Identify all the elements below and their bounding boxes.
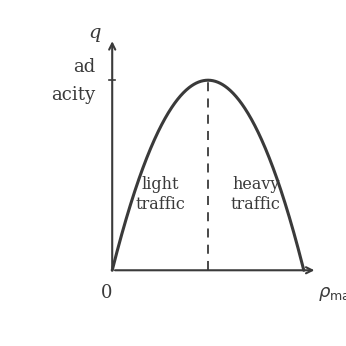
Text: heavy
traffic: heavy traffic <box>231 176 281 212</box>
Text: light
traffic: light traffic <box>135 176 185 212</box>
Text: $\rho_\mathrm{max}$: $\rho_\mathrm{max}$ <box>318 285 346 303</box>
Text: ad: ad <box>73 58 95 76</box>
Text: 0: 0 <box>101 284 112 302</box>
Text: q: q <box>88 24 101 42</box>
Text: acity: acity <box>51 86 95 104</box>
